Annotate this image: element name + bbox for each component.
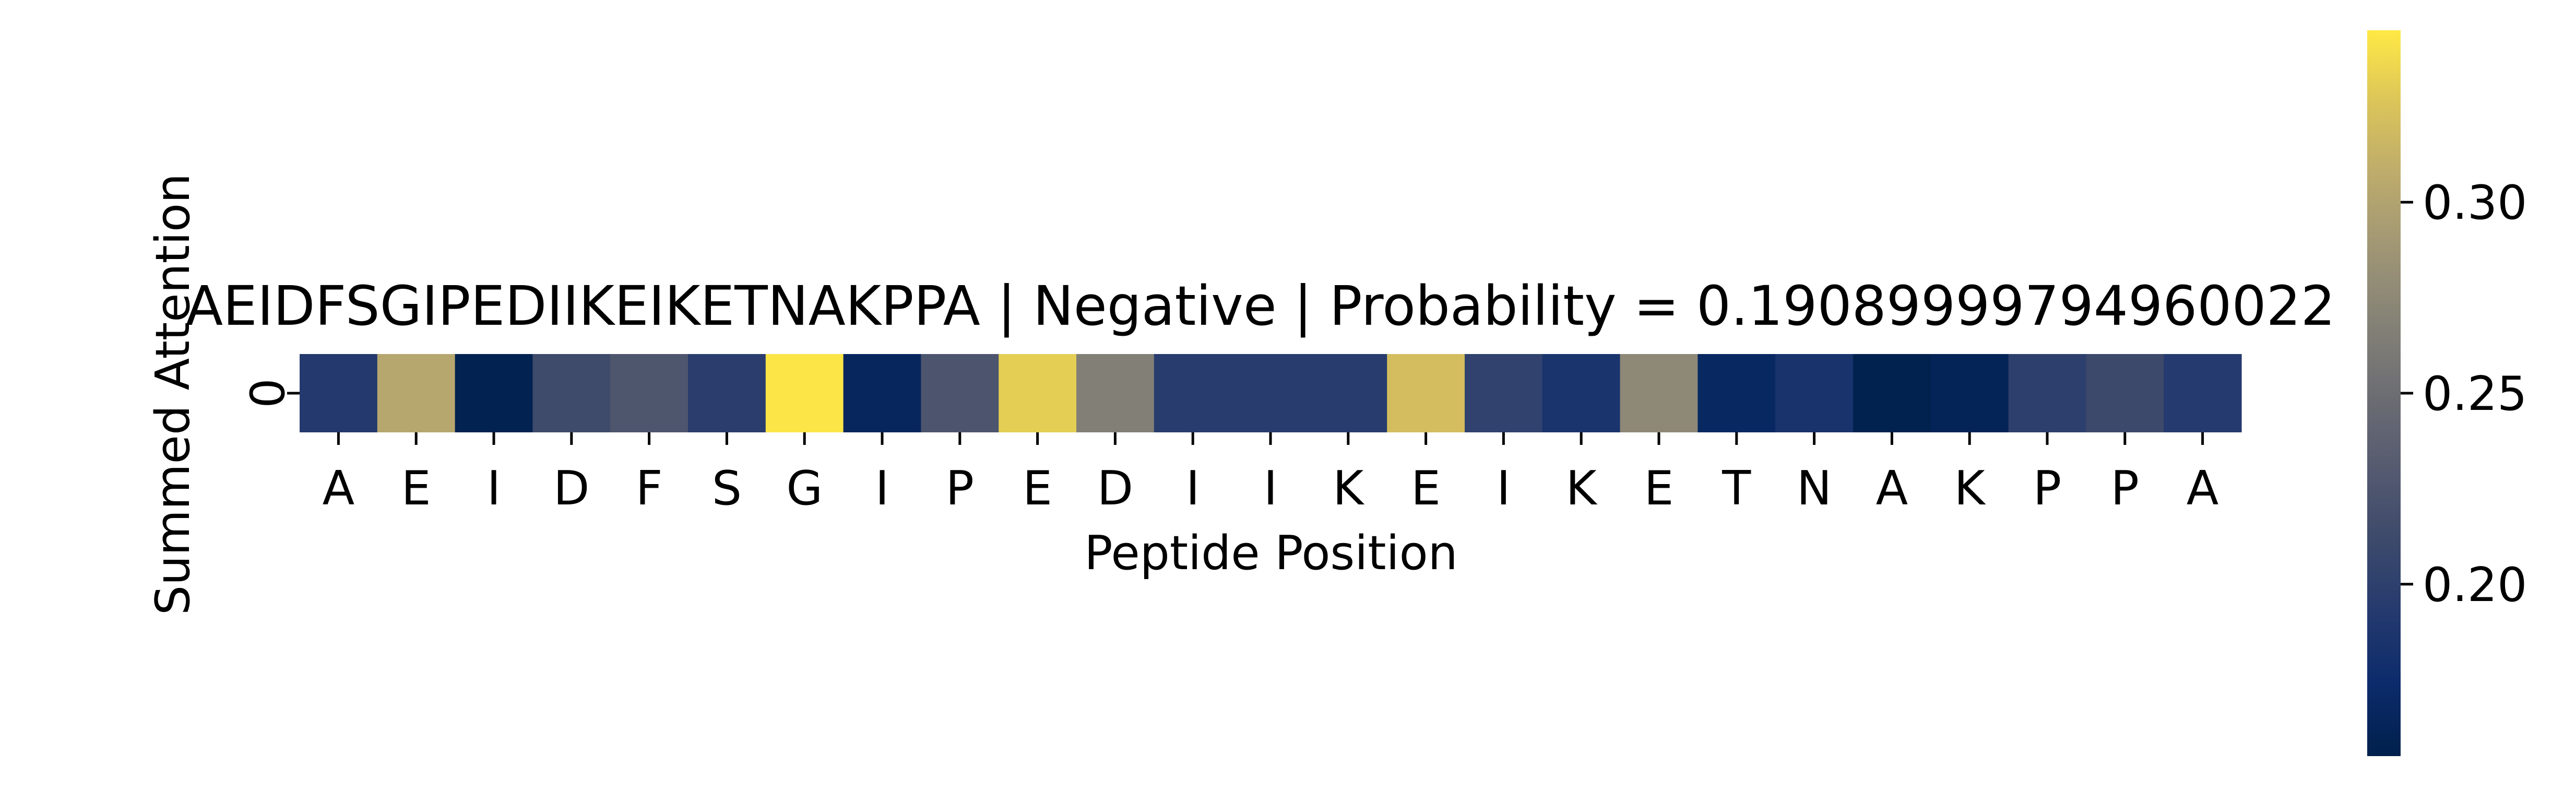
heatmap-cell bbox=[377, 354, 456, 432]
colorbar-tick-label: 0.20 bbox=[2423, 558, 2527, 613]
heatmap-cell bbox=[610, 354, 688, 432]
x-tick-label: I bbox=[1264, 461, 1278, 516]
heatmap-cell bbox=[1309, 354, 1387, 432]
x-tick-label: A bbox=[323, 461, 355, 516]
heatmap-cell bbox=[921, 354, 999, 432]
heatmap-cells bbox=[300, 354, 2242, 432]
heatmap-cell bbox=[2164, 354, 2242, 432]
heatmap-cell bbox=[999, 354, 1077, 432]
x-tick-label: G bbox=[786, 461, 823, 516]
colorbar-ticks: 0.20 0.25 0.30 bbox=[2401, 175, 2527, 613]
heatmap-cell bbox=[1154, 354, 1232, 432]
x-tick-label: I bbox=[487, 461, 501, 516]
y-tick-label: 0 bbox=[241, 378, 295, 408]
colorbar-tick-label: 0.25 bbox=[2423, 367, 2527, 421]
colorbar bbox=[2367, 30, 2401, 756]
x-tick-label: I bbox=[875, 461, 889, 516]
colorbar-tick-label: 0.30 bbox=[2423, 175, 2527, 230]
x-tick-label: I bbox=[1497, 461, 1511, 516]
x-tick-label: E bbox=[401, 461, 431, 516]
x-tick-label: E bbox=[1023, 461, 1052, 516]
y-axis-label: Summed Attention bbox=[146, 173, 200, 615]
heatmap-cell bbox=[1387, 354, 1465, 432]
heatmap-cell bbox=[765, 354, 844, 432]
heatmap-cell bbox=[2008, 354, 2086, 432]
heatmap-cell bbox=[455, 354, 533, 432]
heatmap-cell bbox=[2086, 354, 2164, 432]
x-tick-label: D bbox=[1097, 461, 1133, 516]
x-tick-label: K bbox=[1954, 461, 1986, 516]
x-tick-label: P bbox=[2111, 461, 2139, 516]
heatmap-cell bbox=[1620, 354, 1698, 432]
heatmap-cell bbox=[1853, 354, 1931, 432]
heatmap-cell bbox=[843, 354, 921, 432]
y-axis-ticks: 0 bbox=[241, 378, 300, 408]
x-tick-label: K bbox=[1566, 461, 1598, 516]
x-tick-label: E bbox=[1644, 461, 1674, 516]
x-tick-label: N bbox=[1797, 461, 1832, 516]
x-tick-label: A bbox=[1876, 461, 1908, 516]
heatmap-cell bbox=[1465, 354, 1543, 432]
x-tick-label: P bbox=[2033, 461, 2061, 516]
heatmap-cell bbox=[1697, 354, 1776, 432]
chart-title: AEIDFSGIPEDIIKEIKETNAKPPA | Negative | P… bbox=[186, 274, 2335, 338]
heatmap-cell bbox=[1930, 354, 2009, 432]
x-tick-label: A bbox=[2187, 461, 2219, 516]
heatmap-cell bbox=[688, 354, 766, 432]
x-tick-label: F bbox=[636, 461, 663, 516]
x-tick-label: K bbox=[1333, 461, 1364, 516]
x-tick-label: E bbox=[1411, 461, 1441, 516]
heatmap-cell bbox=[532, 354, 611, 432]
x-tick-label: P bbox=[946, 461, 974, 516]
x-tick-label: I bbox=[1186, 461, 1200, 516]
heatmap-cell bbox=[1775, 354, 1854, 432]
heatmap-cell bbox=[1542, 354, 1621, 432]
heatmap-cell bbox=[300, 354, 378, 432]
x-tick-label: D bbox=[553, 461, 589, 516]
x-tick-label: S bbox=[712, 461, 742, 516]
heatmap-cell bbox=[1231, 354, 1310, 432]
heatmap-cell bbox=[1076, 354, 1155, 432]
x-axis-label: Peptide Position bbox=[1084, 526, 1457, 581]
x-tick-label: T bbox=[1722, 461, 1751, 516]
